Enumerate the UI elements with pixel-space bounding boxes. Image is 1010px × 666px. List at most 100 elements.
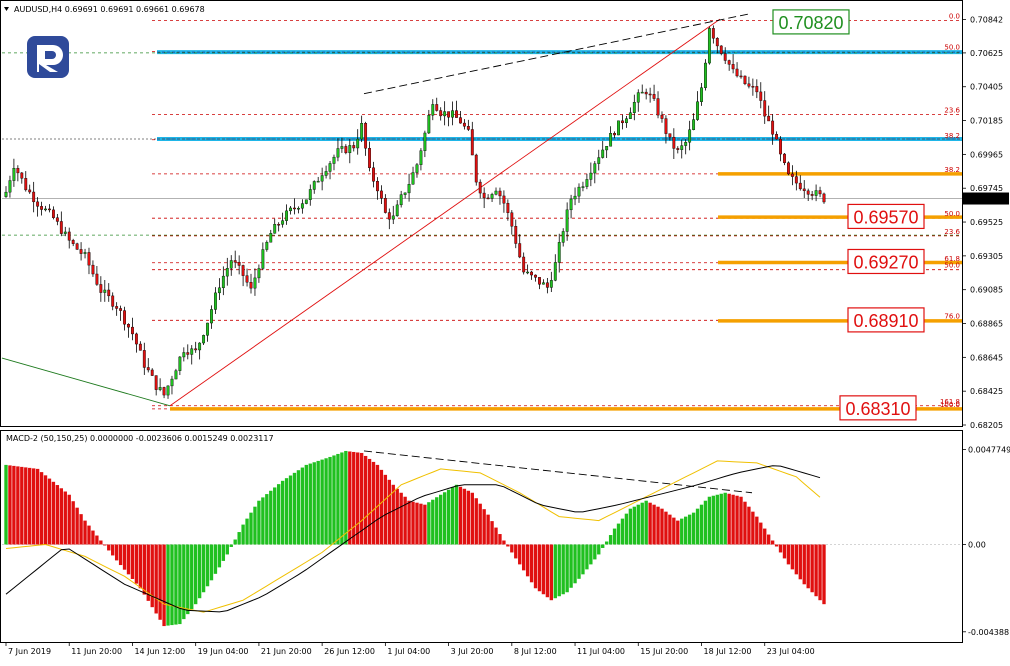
candle-body: [336, 148, 340, 158]
fib-label: 50.0: [944, 43, 960, 51]
candle-body: [360, 123, 364, 140]
macd-histogram-bar: [699, 504, 704, 545]
candle-body: [680, 145, 684, 150]
macd-histogram-bar: [20, 466, 24, 545]
macd-histogram-bar: [31, 468, 36, 545]
time-axis-label: 8 Jul 12:00: [514, 647, 557, 656]
candle-body: [514, 226, 518, 244]
last-price-label: 0.69678: [968, 195, 1001, 204]
macd-histogram-bar: [822, 544, 826, 605]
macd-histogram-bar: [269, 490, 273, 545]
candle-body: [561, 231, 565, 243]
candle-body: [802, 188, 806, 192]
macd-histogram-bar: [340, 452, 344, 545]
macd-histogram-bar: [134, 544, 139, 584]
candle-body: [308, 189, 312, 200]
macd-histogram-bar: [348, 451, 352, 545]
macd-histogram-bar: [553, 544, 557, 599]
macd-histogram-bar: [593, 544, 597, 560]
price-tag-box: [839, 395, 917, 421]
macd-histogram-bar: [802, 544, 806, 585]
fib-label: 0.0: [949, 13, 960, 21]
candle-body: [111, 295, 115, 307]
candle-body: [174, 370, 178, 380]
candle-body: [549, 280, 553, 288]
candle-body: [451, 110, 454, 118]
macd-histogram-bar: [731, 494, 735, 545]
macd-histogram-bar: [221, 544, 226, 561]
macd-histogram-bar: [691, 512, 696, 545]
macd-histogram-bar: [194, 544, 198, 605]
price-tag-label: 0.70820: [778, 13, 843, 33]
macd-histogram-bar: [47, 478, 52, 545]
candle-body: [439, 110, 443, 117]
macd-histogram-bar: [664, 511, 668, 545]
macd-histogram-bar: [407, 500, 411, 545]
candle-body: [67, 231, 71, 241]
macd-histogram-bar: [375, 464, 380, 545]
price-tag-box: [847, 307, 925, 333]
time-axis-label: 19 Jun 04:00: [198, 647, 249, 656]
macd-histogram-bar: [810, 544, 814, 593]
macd-histogram-bar: [55, 485, 60, 545]
macd-histogram-bar: [276, 484, 281, 545]
candle-body: [621, 120, 624, 124]
macd-histogram-bar: [213, 544, 218, 574]
fib-label: 100.0: [940, 401, 960, 409]
candle-body: [123, 310, 126, 325]
candle-body: [696, 101, 699, 120]
candle-body: [273, 224, 277, 234]
macd-histogram-bar: [83, 520, 87, 545]
candle-body: [455, 110, 458, 118]
macd-histogram-bar: [454, 484, 459, 545]
price-axis-label: 0.70405: [970, 83, 1003, 92]
candle-body: [668, 133, 672, 138]
candle-body: [731, 64, 735, 70]
candle-body: [407, 184, 411, 194]
macd-histogram-bar: [549, 544, 554, 601]
macd-histogram-bar: [589, 544, 593, 565]
candle-body: [395, 204, 399, 217]
candle-body: [154, 375, 158, 390]
macd-divergence-line: [363, 450, 753, 494]
macd-histogram-bar: [818, 544, 822, 601]
candle-body: [597, 157, 601, 164]
macd-histogram-bar: [190, 544, 194, 610]
green-trend-line: [1, 357, 171, 407]
candle-body: [605, 146, 609, 151]
candle-body: [542, 282, 545, 285]
macd-histogram-bar: [474, 498, 478, 545]
candle-body: [747, 83, 751, 87]
macd-histogram-bar: [541, 544, 546, 595]
candle-body: [593, 163, 597, 174]
macd-histogram-bar: [743, 501, 747, 545]
candle-body: [225, 268, 229, 277]
macd-histogram-bar: [557, 544, 561, 597]
candle-body: [127, 324, 130, 328]
candle-body: [609, 133, 613, 147]
symbol-menu-arrow-icon[interactable]: [4, 7, 9, 11]
candle-body: [364, 123, 368, 149]
fib-label: 61.8: [944, 255, 960, 263]
candle-body: [8, 180, 12, 193]
candle-body: [470, 129, 474, 156]
macd-axis-label: -0.004388: [968, 628, 1009, 637]
macd-histogram-bar: [300, 467, 305, 545]
macd-histogram-bar: [229, 544, 233, 547]
macd-histogram-bar: [371, 461, 376, 545]
macd-histogram-bar: [312, 462, 316, 545]
macd-axis-label: 0.0047749: [968, 445, 1010, 454]
macd-histogram-bar: [446, 489, 451, 545]
candle-body: [518, 243, 522, 258]
macd-histogram-bar: [352, 451, 356, 545]
macd-histogram-bar: [747, 506, 751, 545]
candle-body: [210, 309, 213, 324]
candle-body: [814, 190, 818, 196]
macd-histogram-bar: [292, 472, 297, 545]
candle-body: [241, 265, 245, 276]
macd-histogram-bar: [648, 502, 652, 545]
candle-body: [462, 122, 466, 127]
candle-body: [194, 348, 198, 351]
candle-body: [498, 190, 502, 197]
